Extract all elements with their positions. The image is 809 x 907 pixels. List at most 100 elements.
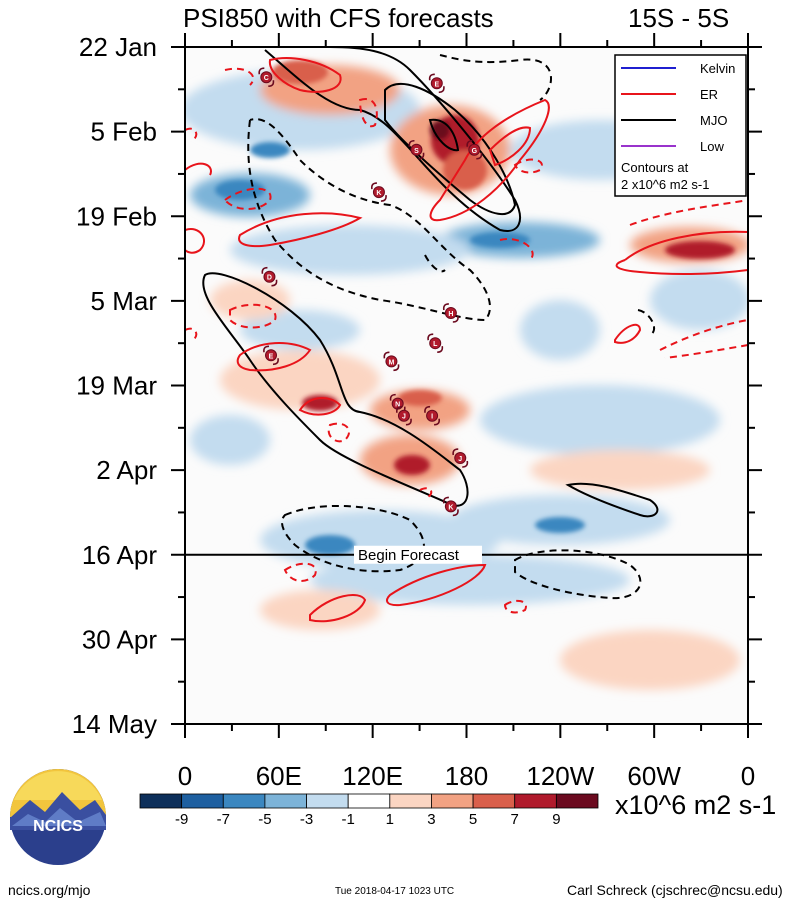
colorbar-tick-label: -3 <box>300 811 313 828</box>
storm-marker: K <box>370 182 387 202</box>
storm-marker-arm <box>476 152 483 160</box>
y-tick-label: 22 Jan <box>79 32 157 62</box>
storm-marker-letter: J <box>458 456 462 463</box>
storm-marker-letter: C <box>264 75 269 82</box>
storm-marker-arm <box>437 346 444 353</box>
storm-marker-arm <box>370 182 377 190</box>
storm-marker-letter: K <box>376 190 381 197</box>
colorbar-tick-label: 3 <box>427 811 435 828</box>
logo-text: NCICS <box>33 818 83 835</box>
colorbar-swatch <box>514 793 557 809</box>
y-tick-label: 19 Feb <box>76 201 157 231</box>
storm-marker-dot <box>426 409 439 422</box>
storm-marker: C <box>258 67 275 88</box>
storm-marker-arm <box>438 86 445 94</box>
legend-label-er: ER <box>700 87 718 102</box>
storm-marker-arm <box>272 358 279 366</box>
y-tick-label: 19 Mar <box>76 371 157 401</box>
y-tick-label: 14 May <box>72 709 157 739</box>
storm-marker: M <box>383 351 400 372</box>
colorbar: -9 -7 -5 -3 -1 1 3 5 7 9 <box>139 793 599 828</box>
forecast-label: Begin Forecast <box>358 547 460 564</box>
storm-marker: G <box>466 139 483 160</box>
x-tick-label: 120E <box>342 761 403 791</box>
x-axis: 0 60E 120E 180 120W 60W 0 <box>178 33 755 791</box>
storm-marker-arm <box>408 139 415 147</box>
colorbar-tick-label: 1 <box>386 811 394 828</box>
storm-marker-arm <box>424 405 431 413</box>
storm-marker-dot <box>410 143 423 156</box>
footer-timestamp: Tue 2018-04-17 1023 UTC <box>335 886 455 897</box>
storm-marker: H <box>442 303 459 323</box>
storm-marker: L <box>427 333 444 353</box>
storm-marker-letter: E <box>269 353 274 360</box>
storm-marker-letter: D <box>267 275 272 282</box>
storm-marker-arm <box>442 303 449 311</box>
colorbar-swatch <box>389 793 432 809</box>
storm-marker-dot <box>444 306 457 319</box>
storm-marker-arm <box>462 460 469 468</box>
colorbar-swatch <box>431 793 474 809</box>
storm-marker-arm <box>258 67 265 75</box>
storm-marker-letter: M <box>389 359 395 366</box>
colorbar-swatch <box>347 793 391 809</box>
legend-box <box>614 54 747 197</box>
storm-marker-dot <box>372 186 385 199</box>
y-axis: 22 Jan 5 Feb 19 Feb 5 Mar 19 Mar 2 Apr 16 Apr 3… <box>72 32 762 739</box>
colorbar-swatch <box>222 793 266 809</box>
colorbar-tick-label: -1 <box>342 811 355 828</box>
ncics-logo: NCICS <box>10 769 106 865</box>
footer-url: ncics.org/mjo <box>8 882 91 898</box>
legend-label-mjo: MJO <box>700 113 727 128</box>
y-tick-label: 5 Mar <box>91 286 158 316</box>
colorbar-swatch <box>472 793 516 809</box>
x-tick-label: 180 <box>445 761 488 791</box>
footer-author: Carl Schreck (cjschrec@ncsu.edu) <box>567 882 783 898</box>
anomaly-shading <box>185 47 748 724</box>
storm-marker-arm <box>380 194 387 202</box>
storm-marker-arm <box>268 80 275 88</box>
x-tick-label: 0 <box>178 761 192 791</box>
colorbar-swatch <box>181 793 224 809</box>
legend-label-kelvin: Kelvin <box>700 61 735 76</box>
storm-marker-arm <box>434 418 441 426</box>
colorbar-tick-label: -9 <box>175 811 188 828</box>
storm-marker-dot <box>454 452 467 465</box>
storm-marker: D <box>261 266 278 287</box>
storm-marker-arm <box>427 333 434 341</box>
storm-marker-arm <box>466 139 473 147</box>
storm-marker-arm <box>389 393 396 401</box>
storm-marker-letter: N <box>395 402 400 409</box>
colorbar-tick-label: 7 <box>511 811 519 828</box>
storm-marker-arm <box>428 73 435 81</box>
storm-marker-dot <box>429 337 442 350</box>
storm-marker-dot <box>468 143 481 156</box>
colorbar-tick-label: 5 <box>469 811 477 828</box>
storm-marker-letter: I <box>431 414 433 421</box>
y-tick-label: 2 Apr <box>96 455 157 485</box>
legend: Kelvin ER MJO Low Contours at 2 x10^6 m2 s-… <box>614 54 747 197</box>
storm-marker: E <box>263 345 279 366</box>
storm-marker-arm <box>442 496 449 504</box>
storm-marker-arm <box>396 405 402 413</box>
storm-marker-arm <box>452 509 459 517</box>
storm-marker-arm <box>405 418 412 426</box>
storm-marker: J <box>396 405 412 426</box>
storm-marker-letter: K <box>448 504 453 511</box>
chart-title: PSI850 with CFS forecasts <box>183 3 494 33</box>
storm-marker-arm <box>261 266 268 274</box>
colorbar-swatch <box>139 793 183 809</box>
forecast-label-background <box>354 545 482 564</box>
y-tick-label: 30 Apr <box>82 624 158 654</box>
x-tick-label: 60E <box>256 761 302 791</box>
storm-marker-letter: E <box>434 81 439 88</box>
x-tick-label: 0 <box>741 761 755 791</box>
storm-marker: S <box>408 139 425 160</box>
storm-marker-arm <box>393 364 400 372</box>
storm-marker-letter: L <box>433 341 438 348</box>
colorbar-swatch <box>306 793 349 809</box>
region-label: 15S - 5S <box>628 3 730 33</box>
storm-marker-arm <box>452 315 459 323</box>
